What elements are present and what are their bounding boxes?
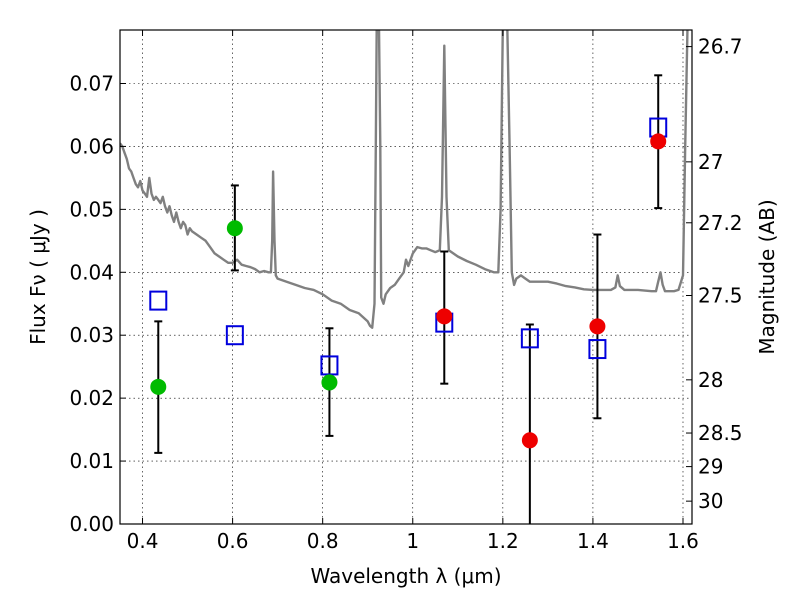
x-tick-label: 1.6 xyxy=(667,529,699,553)
grid-lines xyxy=(120,30,692,524)
y2-tick-label: 27 xyxy=(698,150,723,174)
y-axis-ticks: 0.00 0.01 0.02 0.03 0.04 0.05 0.06 0.07 xyxy=(69,71,126,536)
y2-tick-label: 26.7 xyxy=(698,35,743,59)
y2-tick-label: 27.2 xyxy=(698,211,743,235)
plot-frame xyxy=(119,29,693,525)
y2-tick-label: 28.5 xyxy=(698,421,743,445)
y-tick-label: 0.01 xyxy=(69,449,114,473)
circle-marker xyxy=(521,432,538,449)
y-tick-label: 0.03 xyxy=(69,323,114,347)
y-tick-label: 0.06 xyxy=(69,134,114,158)
y2-axis-ticks: 26.7 27 27.2 27.5 28 28.5 29 30 xyxy=(686,35,743,513)
x-axis-ticks: 0.4 0.6 0.8 1 1.2 1.4 1.6 xyxy=(127,30,699,553)
square-marker xyxy=(149,290,168,311)
photometry-markers xyxy=(149,117,668,449)
y-tick-label: 0.04 xyxy=(69,260,114,284)
y2-tick-label: 30 xyxy=(698,489,723,513)
x-axis-title: Wavelength λ (μm) xyxy=(310,564,501,588)
circle-marker xyxy=(150,378,167,395)
x-tick-label: 0.4 xyxy=(127,529,159,553)
circle-marker xyxy=(321,374,338,391)
x-tick-label: 1.4 xyxy=(577,529,609,553)
y-axis-title: Flux Fν ( μJy ) xyxy=(26,209,50,345)
circle-marker xyxy=(226,220,243,237)
x-tick-label: 0.6 xyxy=(217,529,249,553)
circle-marker xyxy=(589,318,606,335)
circle-marker xyxy=(436,308,453,325)
square-marker xyxy=(225,325,244,346)
y2-tick-label: 27.5 xyxy=(698,284,743,308)
circle-marker xyxy=(650,133,667,150)
model-spectrum xyxy=(120,30,689,329)
x-tick-label: 1.2 xyxy=(487,529,519,553)
x-tick-label: 1 xyxy=(406,529,419,553)
error-bars xyxy=(154,74,663,524)
square-marker xyxy=(520,328,539,349)
y-tick-label: 0.05 xyxy=(69,197,114,221)
y-tick-label: 0.00 xyxy=(69,512,114,536)
y-tick-label: 0.02 xyxy=(69,386,114,410)
square-marker xyxy=(588,339,607,360)
x-tick-label: 0.8 xyxy=(307,529,339,553)
y2-tick-label: 28 xyxy=(698,368,723,392)
y-tick-label: 0.07 xyxy=(69,71,114,95)
spectrum-line xyxy=(120,30,689,329)
y2-tick-label: 29 xyxy=(698,455,723,479)
y2-axis-title: Magnitude (AB) xyxy=(755,199,779,354)
